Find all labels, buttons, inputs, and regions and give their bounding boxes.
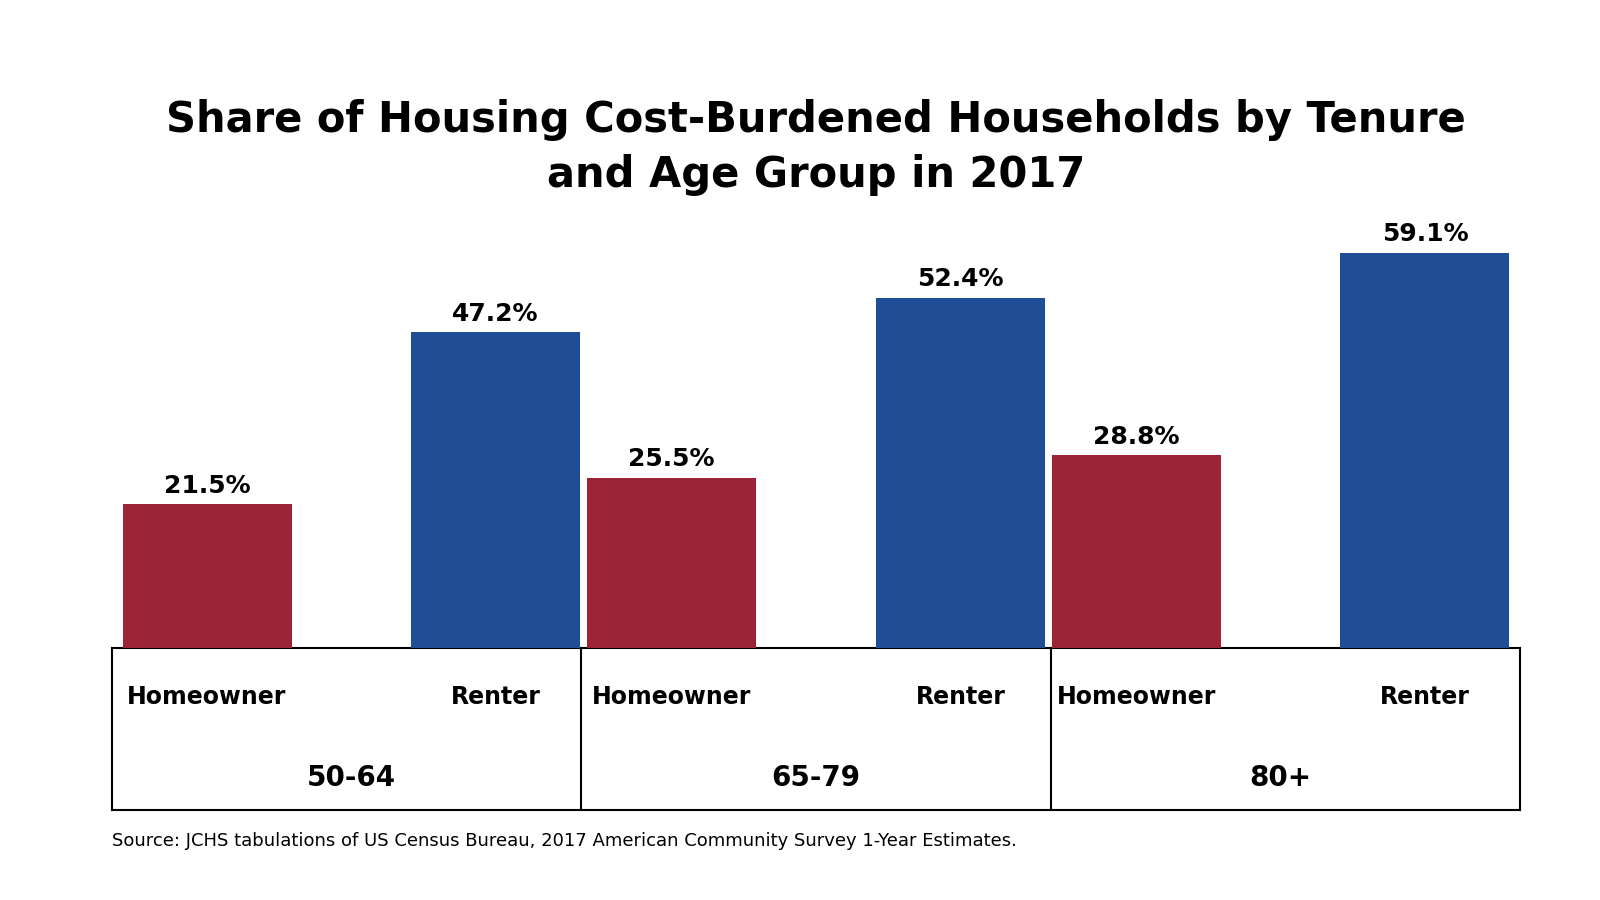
Text: Homeowner: Homeowner: [592, 686, 752, 709]
Bar: [411, 332, 581, 648]
Text: 52.4%: 52.4%: [917, 267, 1003, 291]
Text: Renter: Renter: [915, 686, 1005, 709]
Text: Share of Housing Cost-Burdened Households by Tenure
and Age Group in 2017: Share of Housing Cost-Burdened Household…: [166, 99, 1466, 196]
Text: Homeowner: Homeowner: [1056, 686, 1216, 709]
Text: 59.1%: 59.1%: [1382, 222, 1469, 247]
Text: Source: JCHS tabulations of US Census Bureau, 2017 American Community Survey 1-Y: Source: JCHS tabulations of US Census Bu…: [112, 832, 1018, 850]
Bar: [587, 478, 757, 648]
Bar: [123, 504, 291, 648]
Bar: [1051, 455, 1221, 648]
Bar: [1341, 253, 1509, 648]
Text: 47.2%: 47.2%: [453, 302, 539, 326]
Text: 50-64: 50-64: [307, 764, 395, 793]
Text: 28.8%: 28.8%: [1093, 425, 1179, 449]
Text: 80+: 80+: [1250, 764, 1312, 793]
Text: Homeowner: Homeowner: [128, 686, 286, 709]
Text: 21.5%: 21.5%: [163, 473, 250, 498]
Text: Renter: Renter: [451, 686, 541, 709]
Text: Renter: Renter: [1381, 686, 1470, 709]
Text: 25.5%: 25.5%: [629, 446, 715, 471]
Bar: [875, 298, 1045, 648]
Text: 65-79: 65-79: [771, 764, 861, 793]
